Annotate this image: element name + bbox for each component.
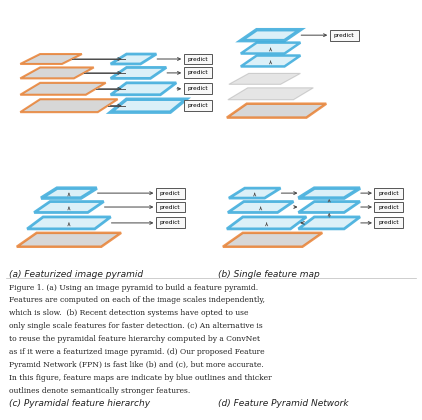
Text: (c) Pyramidal feature hierarchy: (c) Pyramidal feature hierarchy [9, 399, 151, 408]
FancyBboxPatch shape [184, 68, 213, 79]
Polygon shape [20, 54, 82, 64]
Polygon shape [34, 202, 104, 213]
FancyBboxPatch shape [184, 100, 213, 111]
Text: only single scale features for faster detection. (c) An alternative is: only single scale features for faster de… [9, 322, 263, 330]
Text: (d) Feature Pyramid Network: (d) Feature Pyramid Network [218, 399, 349, 408]
Text: predict: predict [188, 57, 208, 61]
Text: predict: predict [379, 191, 399, 196]
Text: outlines denote semantically stronger features.: outlines denote semantically stronger fe… [9, 387, 191, 395]
Polygon shape [111, 68, 166, 79]
Polygon shape [298, 188, 360, 198]
FancyBboxPatch shape [374, 202, 403, 213]
Text: predict: predict [188, 86, 208, 91]
Polygon shape [20, 68, 94, 79]
Text: In this figure, feature maps are indicate by blue outlines and thicker: In this figure, feature maps are indicat… [9, 374, 272, 382]
Polygon shape [298, 217, 360, 229]
FancyBboxPatch shape [156, 202, 185, 213]
Polygon shape [20, 83, 106, 95]
FancyBboxPatch shape [184, 53, 213, 64]
Text: predict: predict [334, 33, 354, 38]
Text: (b) Single feature map: (b) Single feature map [218, 270, 320, 278]
Text: predict: predict [379, 220, 399, 226]
FancyBboxPatch shape [374, 188, 403, 199]
Text: (a) Featurized image pyramid: (a) Featurized image pyramid [9, 270, 143, 278]
FancyBboxPatch shape [330, 30, 359, 41]
Text: Pyramid Network (FPN) is fast like (b) and (c), but more accurate.: Pyramid Network (FPN) is fast like (b) a… [9, 361, 264, 369]
Polygon shape [41, 188, 97, 198]
Polygon shape [27, 217, 111, 229]
Polygon shape [228, 88, 313, 100]
Polygon shape [298, 202, 360, 213]
FancyBboxPatch shape [156, 218, 185, 228]
Text: as if it were a featurized image pyramid. (d) Our proposed Feature: as if it were a featurized image pyramid… [9, 348, 265, 356]
FancyBboxPatch shape [374, 218, 403, 228]
Polygon shape [229, 188, 281, 198]
Polygon shape [241, 42, 300, 53]
Text: predict: predict [160, 205, 181, 210]
Polygon shape [223, 233, 322, 247]
Text: Figure 1. (a) Using an image pyramid to build a feature pyramid.: Figure 1. (a) Using an image pyramid to … [9, 284, 258, 291]
Polygon shape [229, 74, 300, 84]
Text: Features are computed on each of the image scales independently,: Features are computed on each of the ima… [9, 297, 265, 304]
FancyBboxPatch shape [156, 188, 185, 199]
FancyBboxPatch shape [184, 83, 213, 94]
Text: predict: predict [160, 191, 181, 196]
Text: predict: predict [379, 205, 399, 210]
Polygon shape [241, 30, 300, 41]
Text: predict: predict [160, 220, 181, 226]
Polygon shape [20, 99, 118, 112]
Text: to reuse the pyramidal feature hierarchy computed by a ConvNet: to reuse the pyramidal feature hierarchy… [9, 335, 260, 343]
Polygon shape [227, 217, 306, 229]
Polygon shape [111, 83, 176, 95]
Polygon shape [111, 54, 157, 64]
Polygon shape [111, 99, 186, 112]
Polygon shape [227, 104, 326, 118]
Text: predict: predict [188, 71, 208, 76]
Polygon shape [228, 202, 293, 213]
Polygon shape [241, 55, 300, 66]
Text: which is slow.  (b) Recent detection systems have opted to use: which is slow. (b) Recent detection syst… [9, 310, 249, 318]
Polygon shape [17, 233, 121, 247]
Text: predict: predict [188, 103, 208, 108]
